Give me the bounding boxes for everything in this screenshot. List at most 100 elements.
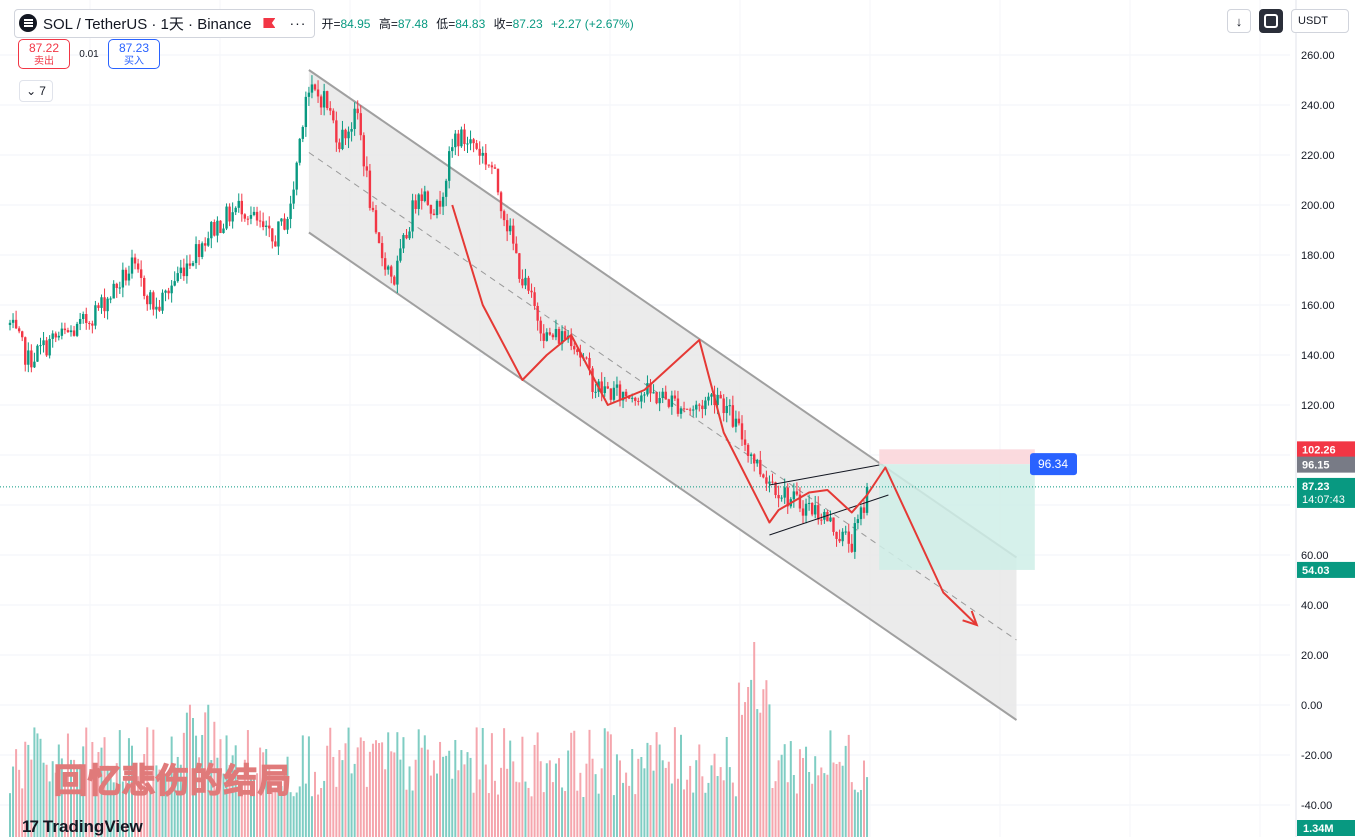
volume-bar [719, 767, 722, 837]
tradingview-logo[interactable]: 17 TradingView [22, 817, 143, 837]
candle-body [152, 292, 155, 310]
candle-body [387, 266, 390, 270]
volume-bar [497, 794, 499, 837]
candle-body [91, 323, 94, 326]
more-options-icon[interactable]: ··· [289, 15, 307, 31]
volume-bar [152, 729, 155, 837]
triangle-upper-line [769, 464, 880, 486]
candle-body [862, 507, 866, 513]
candle-body [326, 91, 329, 109]
candle-body [234, 207, 237, 213]
volume-bar [432, 760, 435, 837]
candle-body [838, 538, 841, 542]
candle-body [823, 511, 826, 520]
candle-body [643, 394, 646, 396]
candle-body [585, 357, 588, 359]
entry-price-badge[interactable] [1030, 453, 1077, 476]
volume-bar [30, 759, 33, 837]
volume-bar [631, 749, 634, 837]
volume-bar [866, 777, 869, 837]
volume-bar [695, 760, 698, 837]
candle-body [17, 328, 21, 332]
fullscreen-icon[interactable] [1259, 9, 1284, 33]
volume-bar [396, 732, 399, 837]
volume-bar [283, 771, 286, 837]
candle-body [563, 331, 567, 340]
candle-body [286, 218, 289, 230]
candle-body [792, 491, 796, 500]
candle-body [716, 394, 719, 406]
volume-bar [176, 756, 179, 837]
volume-bar [436, 773, 438, 837]
candle-body [487, 164, 491, 166]
volume-bar [240, 789, 243, 837]
volume-bar [225, 735, 228, 837]
candle-body [710, 394, 713, 397]
candle-body [255, 211, 259, 221]
candle-body [841, 531, 844, 542]
volume-bar [18, 769, 21, 837]
volume-bar [744, 702, 747, 837]
volume-bar [97, 752, 100, 837]
candle-body [54, 333, 57, 338]
volume-bar [70, 759, 72, 837]
volume-bar [643, 768, 646, 837]
candle-body [182, 267, 186, 277]
volume-bar [573, 730, 576, 837]
volume-bar [673, 727, 676, 837]
volume-bar [381, 742, 384, 837]
candle-body [408, 231, 411, 239]
candle-body [414, 200, 417, 209]
volume-bar [60, 758, 63, 837]
candle-body [78, 318, 82, 324]
volume-bar [390, 751, 393, 837]
volume-bar [512, 761, 515, 837]
price-label-badge [1297, 561, 1355, 578]
candle-body [859, 507, 863, 520]
arrow-down-icon[interactable]: ↓ [1227, 9, 1252, 33]
candle-body [512, 225, 515, 244]
volume-bar [45, 764, 48, 837]
volume-bar [185, 712, 188, 837]
volume-bar [274, 788, 277, 837]
candle-body [319, 96, 323, 108]
candle-body [682, 408, 686, 410]
candle-body [63, 328, 67, 331]
candle-body [466, 143, 469, 145]
volume-bar [737, 682, 740, 837]
volume-bar [353, 763, 356, 837]
volume-bar [820, 767, 823, 837]
candle-body [814, 505, 817, 515]
flag-icon[interactable] [263, 18, 276, 28]
candle-body [536, 305, 539, 321]
volume-bar [326, 745, 329, 837]
sell-button[interactable]: 87.22 卖出 [18, 39, 70, 69]
candle-body [179, 267, 182, 274]
candle-body [570, 335, 573, 347]
volume-bar [448, 750, 451, 837]
volume-bar [9, 793, 11, 837]
indicators-toggle[interactable]: ⌄ 7 [19, 80, 53, 102]
candle-body [490, 165, 494, 168]
volume-bar [484, 764, 487, 837]
buy-button[interactable]: 87.23 买入 [108, 39, 160, 69]
candle-body [316, 89, 320, 97]
candle-body [274, 241, 277, 247]
volume-bar [460, 750, 463, 837]
candle-body [664, 391, 667, 400]
stop-loss-zone [879, 449, 1035, 465]
candle-body [853, 523, 857, 552]
low-label: 低= [436, 16, 456, 31]
candle-body [688, 409, 692, 411]
candle-body [30, 350, 33, 368]
volume-bar [789, 741, 792, 837]
candle-body [475, 143, 478, 149]
candle-body [27, 350, 30, 365]
currency-selector[interactable]: USDT [1291, 9, 1349, 33]
symbol-selector[interactable]: SOL / TetherUS · 1天 · Binance ··· [14, 8, 316, 38]
candle-body [734, 418, 738, 427]
volume-bar [243, 759, 246, 837]
candle-body [143, 277, 146, 296]
volume-bar [457, 770, 460, 837]
